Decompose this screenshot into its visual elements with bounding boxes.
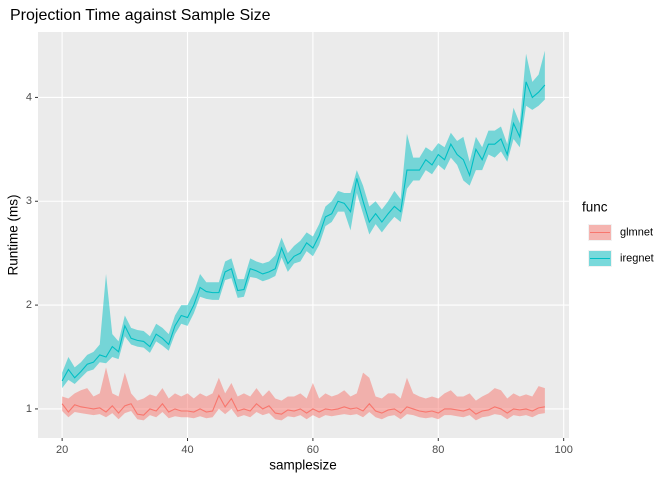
y-tick-label: 1 [26, 403, 32, 415]
x-tick-label: 40 [181, 444, 193, 456]
legend-label: glmnet [620, 226, 653, 238]
x-axis-title: samplesize [269, 458, 337, 473]
x-tick-label: 100 [554, 444, 572, 456]
legend-label: iregnet [620, 252, 654, 264]
y-tick-label: 4 [26, 91, 32, 103]
ribbon [62, 50, 545, 389]
ribbon [62, 367, 545, 421]
y-tick-label: 3 [26, 195, 32, 207]
plot-panel [38, 32, 569, 438]
y-tick-label: 2 [26, 299, 32, 311]
line [61, 81, 546, 382]
x-tick-label: 20 [56, 444, 68, 456]
line [61, 394, 545, 416]
legend-title: func [582, 200, 608, 215]
x-tick-label: 60 [307, 444, 319, 456]
chart-title: Projection Time against Sample Size [10, 7, 271, 24]
x-tick-label: 80 [432, 444, 444, 456]
y-axis-title: Runtime (ms) [6, 194, 21, 275]
